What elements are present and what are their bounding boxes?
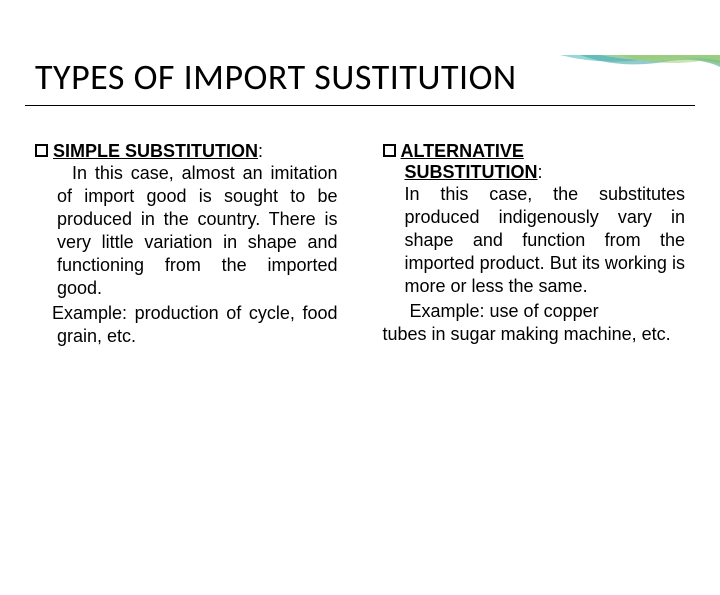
- left-heading: SIMPLE SUBSTITUTION: [53, 141, 258, 161]
- left-body: In this case, almost an imitation of imp…: [57, 162, 338, 300]
- right-heading-line: ALTERNATIVE: [383, 141, 686, 162]
- title-underline: [25, 105, 695, 106]
- left-column: SIMPLE SUBSTITUTION: In this case, almos…: [35, 141, 338, 348]
- left-example: Example: production of cycle, food grain…: [57, 302, 338, 348]
- bullet-icon: [383, 144, 396, 157]
- right-heading-2: SUBSTITUTION: [405, 162, 538, 182]
- bullet-icon: [35, 144, 48, 157]
- right-body: In this case, the substitutes produced i…: [405, 183, 686, 298]
- right-example: Example: use of copper: [405, 300, 686, 323]
- content-columns: SIMPLE SUBSTITUTION: In this case, almos…: [35, 141, 685, 348]
- right-column: ALTERNATIVE SUBSTITUTION: In this case, …: [383, 141, 686, 348]
- right-example-2: tubes in sugar making machine, etc.: [383, 323, 686, 346]
- right-heading-1: ALTERNATIVE: [401, 141, 524, 162]
- slide-title: TYPES OF IMPORT SUSTITUTION: [35, 55, 720, 99]
- left-heading-line: SIMPLE SUBSTITUTION:: [35, 141, 338, 162]
